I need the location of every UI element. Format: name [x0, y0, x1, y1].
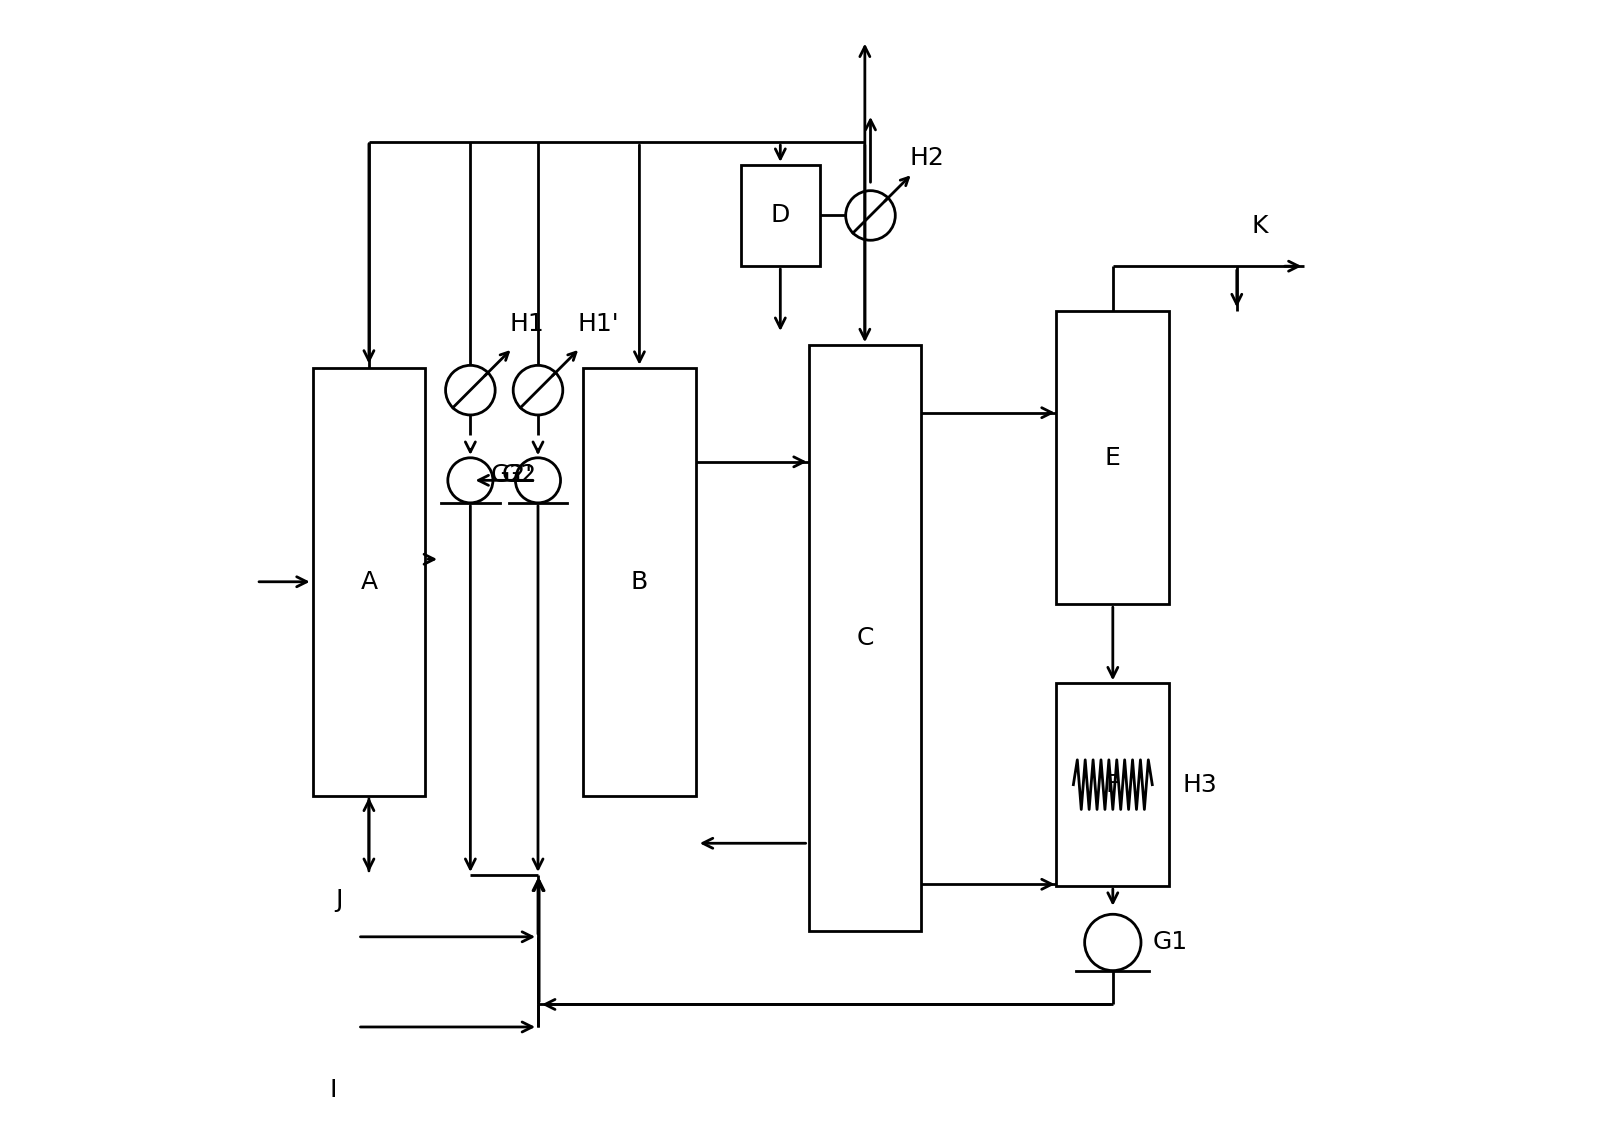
- Text: H1': H1': [577, 311, 619, 337]
- Text: I: I: [330, 1078, 336, 1102]
- Bar: [312, 367, 425, 796]
- Text: G2': G2': [490, 463, 532, 487]
- Bar: [1056, 683, 1169, 887]
- Text: G1: G1: [1153, 930, 1187, 955]
- Text: G2: G2: [501, 463, 537, 487]
- Bar: [1056, 311, 1169, 605]
- Text: K: K: [1252, 215, 1268, 238]
- Text: E: E: [1104, 446, 1121, 470]
- Text: D: D: [771, 203, 791, 227]
- Bar: [808, 345, 922, 931]
- Text: A: A: [361, 569, 377, 593]
- Text: H2: H2: [910, 146, 944, 170]
- Text: F: F: [1106, 772, 1121, 796]
- Text: H1: H1: [509, 311, 545, 337]
- Bar: [741, 164, 820, 266]
- Text: H3: H3: [1182, 772, 1218, 796]
- Text: B: B: [631, 569, 648, 593]
- Text: J: J: [335, 888, 343, 912]
- Bar: [584, 367, 695, 796]
- Text: C: C: [855, 626, 873, 650]
